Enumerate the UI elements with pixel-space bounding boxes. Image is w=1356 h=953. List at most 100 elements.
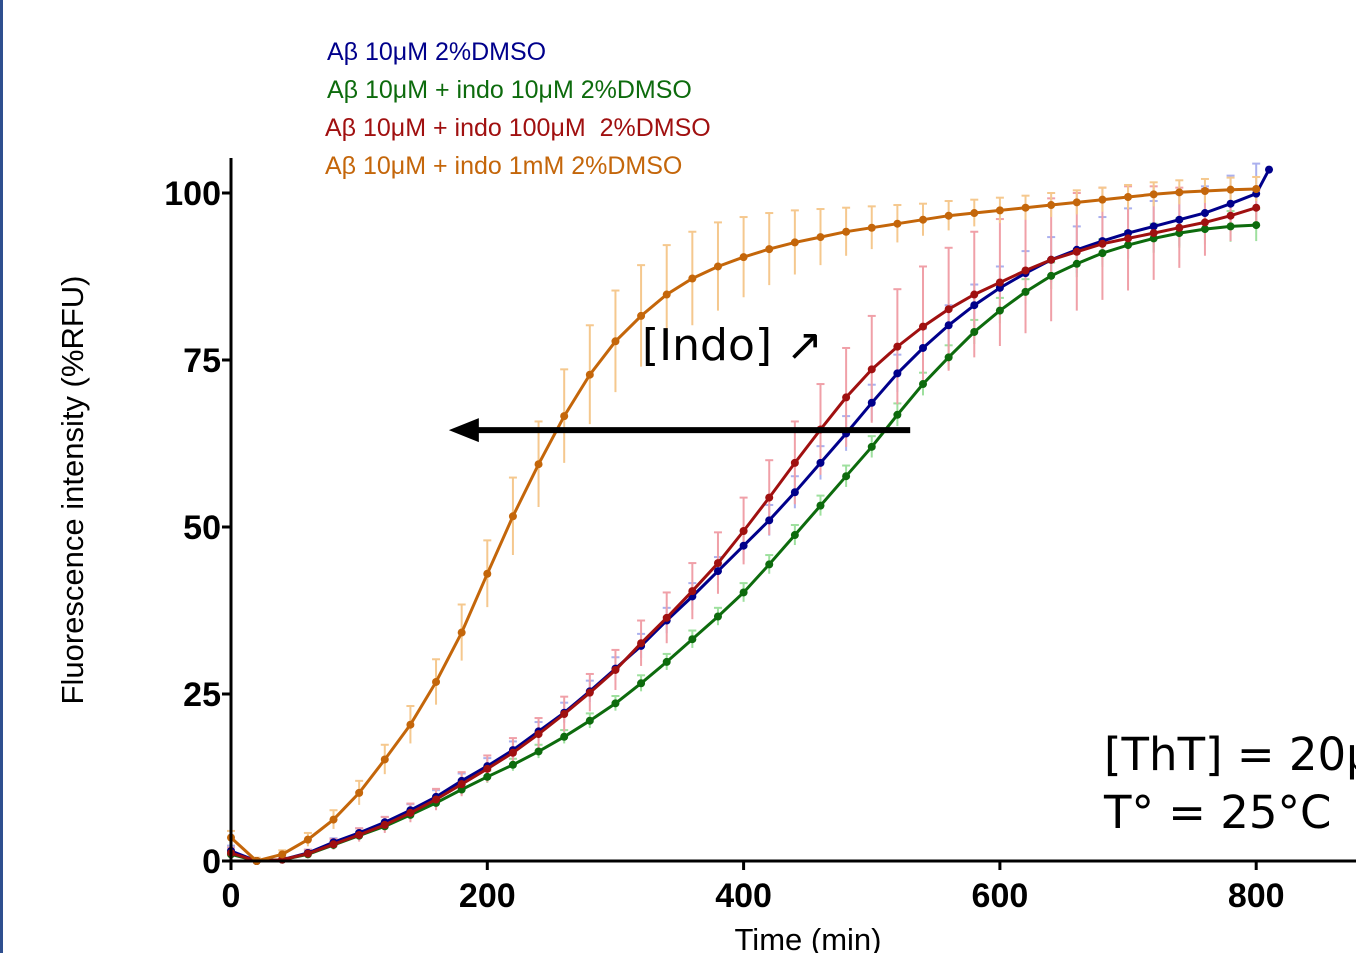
data-point	[893, 219, 902, 228]
axes: 0 200 400 600 800 0 25 50 75 100 Time (min) Fluores…	[55, 158, 1356, 953]
series-line-0	[230, 168, 1271, 863]
data-point	[1226, 185, 1235, 194]
data-point	[842, 393, 851, 402]
data-point	[457, 780, 466, 789]
data-point	[970, 301, 979, 310]
data-point	[508, 760, 517, 769]
x-tick-label: 0	[222, 877, 241, 915]
data-point	[893, 342, 902, 351]
data-point	[585, 370, 594, 379]
data-point	[457, 628, 466, 637]
data-point	[483, 569, 492, 578]
data-point	[919, 215, 928, 224]
data-point	[406, 720, 415, 729]
data-point	[1072, 259, 1081, 268]
data-point	[713, 567, 722, 576]
temperature-annotation: T° = 25°C	[1104, 786, 1332, 839]
data-point	[611, 699, 620, 708]
data-point	[1047, 255, 1056, 264]
data-point	[585, 688, 594, 697]
data-point	[1265, 165, 1274, 174]
data-point	[765, 560, 774, 569]
data-point	[380, 755, 389, 764]
data-point	[534, 460, 543, 469]
data-point	[790, 531, 799, 540]
data-point	[1200, 186, 1209, 195]
data-point	[970, 290, 979, 299]
data-point	[1021, 203, 1030, 212]
data-point	[611, 337, 620, 346]
indo-annotation: [Indo] ↗	[642, 320, 823, 371]
data-point	[1098, 249, 1107, 258]
x-tick-label: 600	[972, 877, 1029, 915]
data-point	[303, 835, 312, 844]
data-point	[1149, 190, 1158, 199]
legend-item: Aβ 10μM + indo 10μM 2%DMSO	[327, 76, 692, 104]
data-point	[1149, 229, 1158, 238]
data-point	[816, 233, 825, 242]
data-point	[688, 635, 697, 644]
data-point	[842, 227, 851, 236]
plot-area	[227, 162, 1274, 865]
data-point	[1047, 271, 1056, 280]
data-point	[995, 278, 1004, 287]
data-point	[637, 679, 646, 688]
data-point	[995, 206, 1004, 215]
slide-left-border	[0, 0, 3, 953]
data-point	[893, 410, 902, 419]
y-axis-label: Fluorescence intensity (%RFU)	[55, 276, 90, 705]
data-point	[713, 262, 722, 271]
data-point	[919, 380, 928, 389]
legend-item: Aβ 10μM + indo 100μM 2%DMSO	[325, 114, 711, 142]
shift-arrow	[448, 418, 911, 443]
data-point	[739, 541, 748, 550]
data-point	[765, 245, 774, 254]
data-point	[688, 274, 697, 283]
data-point	[816, 501, 825, 510]
data-point	[560, 710, 569, 719]
data-point	[560, 412, 569, 421]
data-point	[867, 398, 876, 407]
data-point	[867, 442, 876, 451]
data-point	[688, 587, 697, 596]
data-point	[970, 209, 979, 218]
data-point	[867, 365, 876, 374]
data-point	[739, 588, 748, 597]
data-point	[303, 849, 312, 858]
data-point	[713, 559, 722, 568]
data-point	[970, 327, 979, 336]
data-point	[483, 772, 492, 781]
data-point	[1047, 201, 1056, 210]
data-point	[1200, 209, 1209, 218]
x-tick-label: 200	[459, 877, 516, 915]
data-point	[278, 850, 287, 859]
data-point	[944, 211, 953, 220]
y-tick-label: 50	[183, 509, 221, 547]
series-points-2	[227, 203, 1261, 865]
x-tick-label: 800	[1228, 877, 1285, 915]
data-point	[995, 306, 1004, 315]
data-point	[380, 820, 389, 829]
data-point	[944, 305, 953, 314]
data-point	[1175, 215, 1184, 224]
data-point	[867, 223, 876, 232]
data-point	[1200, 218, 1209, 227]
data-point	[585, 716, 594, 725]
data-point	[790, 488, 799, 497]
data-point	[1124, 234, 1133, 243]
x-tick-label: 400	[715, 877, 772, 915]
data-point	[611, 665, 620, 674]
data-point	[534, 730, 543, 739]
data-point	[893, 369, 902, 378]
data-point	[1200, 225, 1209, 234]
data-point	[765, 516, 774, 525]
data-point	[842, 472, 851, 481]
data-point	[944, 321, 953, 330]
data-point	[1252, 184, 1261, 193]
data-point	[739, 527, 748, 536]
y-tick-label: 25	[183, 676, 221, 714]
y-tick-label: 100	[164, 175, 221, 213]
data-point	[1252, 203, 1261, 212]
data-point	[1021, 266, 1030, 275]
